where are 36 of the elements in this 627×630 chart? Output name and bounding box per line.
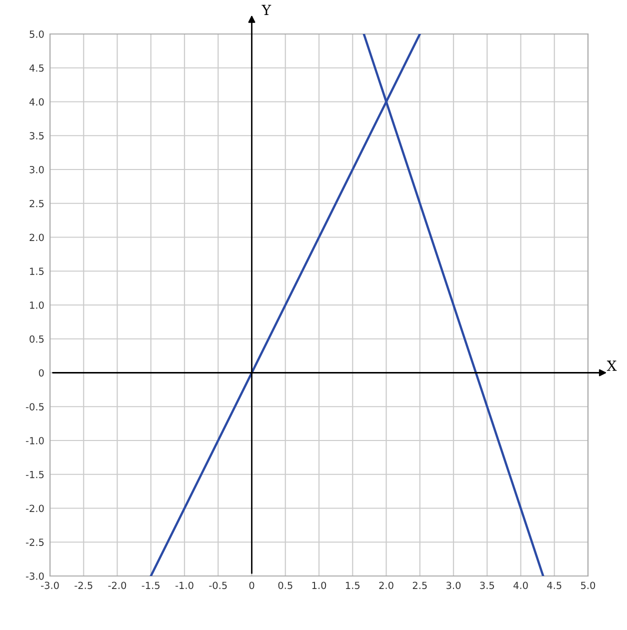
y-tick-label: -0.5 (26, 403, 44, 410)
y-axis-title: Y (262, 4, 272, 16)
y-tick-label: 2.0 (30, 234, 44, 242)
x-tick-label: -2.0 (108, 582, 126, 590)
y-tick-label: 3.0 (30, 166, 44, 174)
y-tick-label: -3.0 (26, 572, 44, 580)
x-tick-label: 0.5 (278, 582, 292, 590)
y-tick-label: -2.0 (26, 504, 44, 512)
y-tick-label: 2.5 (30, 200, 44, 208)
y-tick-label: 4.0 (29, 98, 44, 106)
x-axis-title: X (606, 360, 617, 371)
y-tick-label: 1.5 (30, 268, 44, 275)
x-tick-label: 5.0 (581, 582, 596, 590)
x-tick-label: -2.5 (74, 582, 92, 590)
y-tick-label: 4.5 (29, 64, 44, 72)
x-tick-label: 1.0 (312, 582, 326, 590)
y-tick-label: 1.0 (30, 301, 44, 309)
x-tick-label: 1.5 (346, 582, 360, 590)
y-tick-label: -1.0 (26, 436, 44, 444)
y-tick-label: 3.5 (30, 132, 44, 140)
x-tick-label: 4.5 (547, 582, 562, 590)
x-tick-label: -1.0 (175, 582, 194, 590)
y-tick-label: 0.5 (30, 335, 44, 343)
x-tick-label: -0.5 (209, 582, 227, 590)
x-tick-label: 2.0 (379, 582, 394, 590)
y-tick-label: 0 (38, 369, 44, 377)
y-tick-label: -1.5 (26, 470, 44, 478)
y-tick-label: 5.0 (30, 30, 44, 38)
x-tick-label: -3.0 (40, 582, 59, 590)
x-tick-label: 3.0 (446, 582, 461, 590)
x-tick-label: 0 (249, 582, 254, 590)
x-tick-label: 4.0 (513, 582, 528, 590)
x-tick-label: -1.5 (142, 582, 160, 590)
x-tick-label: 2.5 (412, 582, 427, 590)
x-tick-label: 3.5 (480, 582, 494, 590)
y-tick-label: -2.5 (26, 538, 44, 546)
